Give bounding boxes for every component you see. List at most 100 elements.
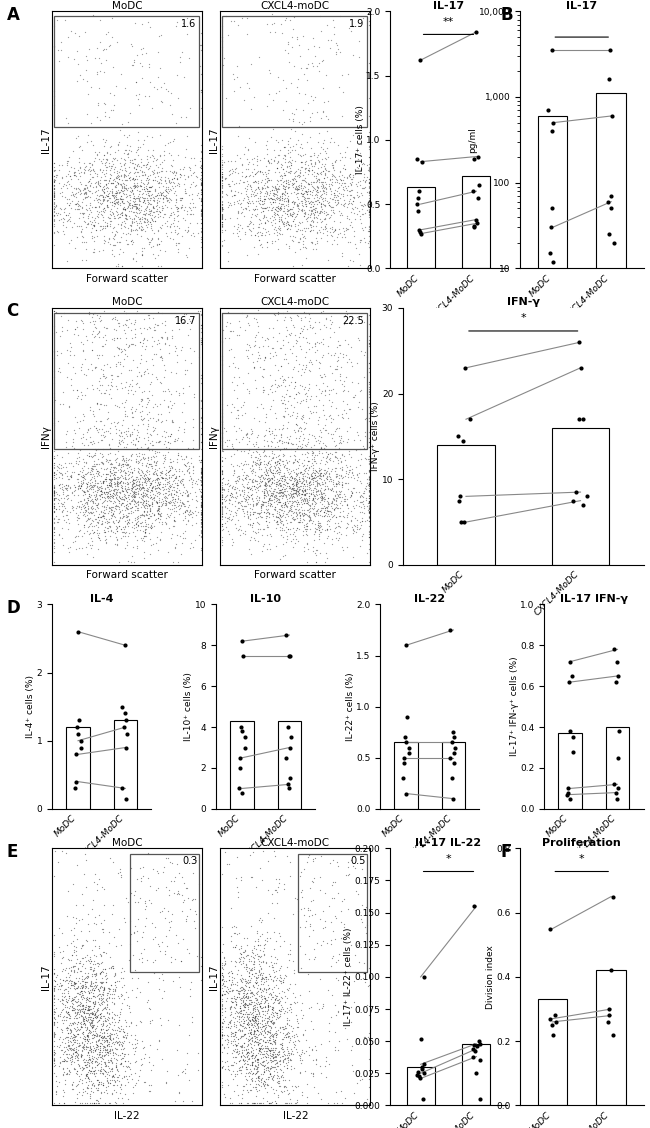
- Point: [111, 321, 122, 340]
- Point: [103, 174, 114, 192]
- Point: [108, 149, 118, 167]
- Point: [196, 202, 206, 220]
- Point: [142, 360, 152, 378]
- Point: [272, 495, 283, 513]
- Point: [308, 922, 318, 940]
- Point: [292, 483, 303, 501]
- Point: [244, 459, 255, 477]
- Point: [263, 853, 274, 871]
- Point: [285, 200, 295, 218]
- Point: [333, 486, 343, 504]
- Point: [270, 464, 280, 482]
- Point: [309, 487, 319, 505]
- Point: [273, 493, 283, 511]
- Point: [402, 708, 413, 726]
- Point: [183, 218, 193, 236]
- Point: [242, 179, 252, 197]
- Point: [305, 193, 315, 211]
- Point: [129, 187, 139, 205]
- Point: [93, 173, 103, 191]
- Point: [237, 994, 248, 1012]
- Point: [105, 518, 115, 536]
- Point: [265, 224, 275, 243]
- Point: [93, 526, 103, 544]
- Point: [234, 940, 244, 958]
- Point: [304, 846, 315, 864]
- Point: [273, 508, 283, 526]
- Point: [259, 476, 270, 494]
- Point: [136, 1055, 147, 1073]
- Point: [220, 449, 230, 467]
- Point: [137, 45, 148, 63]
- Point: [259, 194, 269, 212]
- Point: [159, 74, 169, 92]
- Point: [196, 307, 206, 325]
- Point: [254, 996, 265, 1014]
- Point: [83, 491, 93, 509]
- Bar: [298, 854, 367, 971]
- Point: [240, 995, 251, 1013]
- Point: [274, 325, 284, 343]
- Point: [120, 913, 130, 931]
- Point: [76, 386, 86, 404]
- Point: [262, 177, 272, 195]
- Point: [352, 204, 362, 222]
- Point: [122, 210, 133, 228]
- Point: [290, 484, 300, 502]
- Point: [352, 515, 362, 534]
- Point: [351, 483, 361, 501]
- Point: [196, 451, 206, 469]
- Point: [324, 210, 334, 228]
- Point: [268, 1049, 279, 1067]
- Point: [296, 434, 307, 452]
- Point: [162, 937, 172, 955]
- Point: [263, 1058, 274, 1076]
- Point: [291, 530, 301, 548]
- Point: [289, 204, 300, 222]
- Point: [319, 1057, 330, 1075]
- Point: [111, 176, 121, 194]
- Point: [146, 441, 157, 459]
- Point: [120, 159, 130, 177]
- Point: [151, 492, 161, 510]
- Point: [341, 456, 351, 474]
- Point: [300, 164, 310, 182]
- Point: [220, 954, 231, 972]
- Point: [131, 244, 141, 262]
- Point: [146, 190, 157, 208]
- Point: [61, 1065, 72, 1083]
- Point: [49, 37, 59, 55]
- Point: [77, 937, 87, 955]
- Point: [306, 107, 316, 125]
- Point: [100, 1039, 110, 1057]
- Point: [250, 472, 260, 490]
- Point: [235, 149, 246, 167]
- Point: [55, 977, 66, 995]
- Point: [236, 971, 246, 989]
- Point: [169, 511, 179, 529]
- Point: [255, 359, 265, 377]
- Point: [282, 464, 293, 482]
- Point: [295, 138, 306, 156]
- Point: [318, 190, 328, 208]
- Point: [257, 367, 267, 385]
- Point: [88, 503, 98, 521]
- Point: [92, 206, 103, 224]
- Point: [140, 499, 150, 517]
- Point: [94, 938, 105, 957]
- Point: [285, 309, 296, 327]
- Point: [249, 1023, 259, 1041]
- Bar: [395, 742, 418, 809]
- Point: [89, 1094, 99, 1112]
- Point: [118, 1028, 128, 1046]
- Point: [129, 164, 140, 182]
- Point: [113, 255, 124, 273]
- Point: [142, 182, 153, 200]
- Point: [180, 351, 190, 369]
- Point: [114, 460, 125, 478]
- Point: [252, 1060, 262, 1078]
- Point: [240, 497, 250, 515]
- Point: [123, 478, 133, 496]
- Point: [120, 341, 131, 359]
- Point: [261, 211, 272, 229]
